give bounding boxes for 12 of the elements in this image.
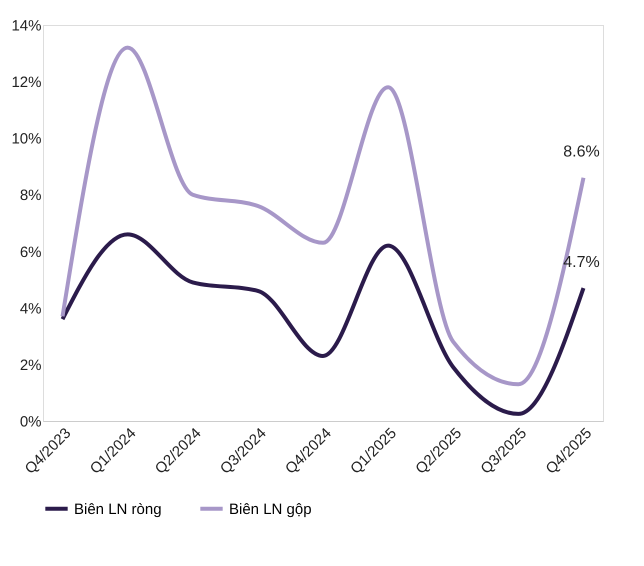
data-label: 8.6%	[563, 144, 600, 161]
y-tick-label: 0%	[20, 414, 42, 430]
y-tick-label: 8%	[20, 187, 42, 204]
legend-label: Biên LN gộp	[229, 500, 312, 518]
y-tick-label: 12%	[11, 74, 42, 92]
data-label: 4.7%	[563, 254, 600, 272]
y-tick-label: 2%	[20, 356, 42, 374]
y-tick-label: 4%	[20, 300, 42, 318]
legend-label: Biên LN ròng	[74, 500, 162, 518]
y-tick-label: 14%	[11, 18, 42, 34]
y-tick-label: 10%	[11, 130, 42, 148]
y-tick-label: 6%	[20, 244, 42, 261]
